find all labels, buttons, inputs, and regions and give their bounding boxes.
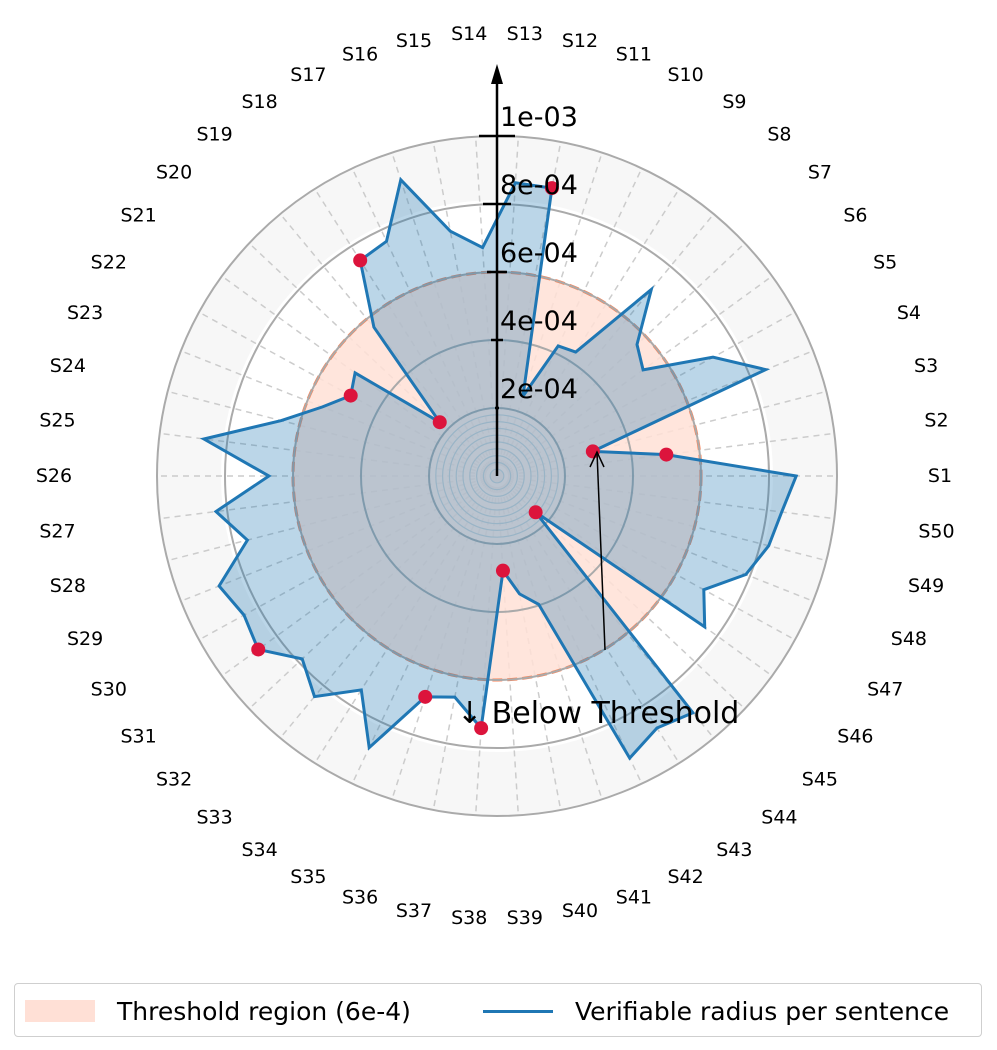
category-label-s19: S19 bbox=[196, 124, 232, 146]
marker-s45 bbox=[528, 505, 543, 520]
marker-s31 bbox=[251, 642, 266, 657]
annotation: ↓ Below Threshold bbox=[457, 450, 739, 731]
category-label-s13: S13 bbox=[507, 23, 543, 45]
category-label-s34: S34 bbox=[241, 839, 277, 861]
category-label-s27: S27 bbox=[39, 521, 75, 543]
category-label-s3: S3 bbox=[914, 355, 938, 377]
category-label-s22: S22 bbox=[91, 252, 127, 274]
legend-swatch-threshold bbox=[25, 1000, 95, 1022]
category-label-s32: S32 bbox=[156, 768, 192, 790]
category-label-s49: S49 bbox=[908, 575, 944, 597]
category-label-s5: S5 bbox=[873, 252, 897, 274]
below-threshold-markers bbox=[251, 181, 674, 736]
category-label-s16: S16 bbox=[342, 44, 378, 66]
legend-label-series: Verifiable radius per sentence bbox=[575, 996, 950, 1026]
legend: Threshold region (6e-4) Verifiable radiu… bbox=[14, 983, 982, 1037]
legend-entry-series: Verifiable radius per sentence bbox=[483, 984, 949, 1038]
marker-s18 bbox=[353, 253, 368, 268]
radial-tick-label-2: 4e-04 bbox=[500, 306, 578, 337]
annotation-label: ↓ Below Threshold bbox=[457, 696, 739, 731]
category-label-s4: S4 bbox=[897, 302, 921, 324]
radial-tick-label-4: 8e-04 bbox=[500, 170, 578, 201]
radial-tick-label-3: 6e-04 bbox=[500, 238, 578, 269]
marker-s36 bbox=[418, 689, 433, 704]
marker-s22 bbox=[343, 388, 358, 403]
marker-s12 bbox=[544, 181, 559, 196]
radial-axis bbox=[479, 64, 515, 476]
category-label-s37: S37 bbox=[396, 900, 432, 922]
legend-entry-threshold: Threshold region (6e-4) bbox=[25, 984, 411, 1038]
legend-label-threshold: Threshold region (6e-4) bbox=[117, 996, 411, 1026]
category-label-s25: S25 bbox=[39, 410, 75, 432]
category-label-s30: S30 bbox=[91, 678, 127, 700]
category-label-s24: S24 bbox=[50, 355, 86, 377]
category-label-s15: S15 bbox=[396, 30, 432, 52]
category-label-s33: S33 bbox=[196, 806, 232, 828]
radial-tick-label-5: 1e-03 bbox=[500, 102, 578, 133]
category-label-s42: S42 bbox=[667, 866, 703, 888]
category-label-s20: S20 bbox=[156, 162, 192, 184]
category-label-s9: S9 bbox=[722, 91, 746, 113]
category-label-s40: S40 bbox=[562, 900, 598, 922]
category-label-s18: S18 bbox=[241, 91, 277, 113]
series-area bbox=[199, 176, 799, 761]
category-label-s26: S26 bbox=[36, 465, 72, 487]
category-label-s43: S43 bbox=[716, 839, 752, 861]
category-label-s1: S1 bbox=[928, 465, 952, 487]
category-label-s50: S50 bbox=[918, 521, 954, 543]
category-label-s38: S38 bbox=[451, 907, 487, 929]
marker-s38 bbox=[474, 721, 489, 736]
marker-s39 bbox=[495, 563, 510, 578]
annotation-arrow-head bbox=[589, 450, 605, 468]
category-label-s23: S23 bbox=[67, 302, 103, 324]
series-polygon-1 bbox=[199, 176, 799, 761]
category-label-s39: S39 bbox=[507, 907, 543, 929]
category-label-s31: S31 bbox=[120, 725, 156, 747]
legend-swatch-series bbox=[483, 1009, 553, 1013]
radial-axis-arrow bbox=[491, 64, 503, 84]
category-label-s36: S36 bbox=[342, 886, 378, 908]
category-label-s7: S7 bbox=[808, 162, 832, 184]
category-label-s17: S17 bbox=[290, 64, 326, 86]
marker-s20 bbox=[432, 415, 447, 430]
category-label-s45: S45 bbox=[802, 768, 838, 790]
category-label-s8: S8 bbox=[767, 124, 791, 146]
annotation-arrow-line bbox=[596, 451, 606, 651]
category-label-s44: S44 bbox=[761, 806, 797, 828]
category-label-s14: S14 bbox=[451, 23, 487, 45]
category-label-s46: S46 bbox=[837, 725, 873, 747]
marker-s2 bbox=[659, 447, 674, 462]
category-label-s47: S47 bbox=[867, 678, 903, 700]
radial-tick-label-1: 2e-04 bbox=[500, 374, 578, 405]
category-label-s35: S35 bbox=[290, 866, 326, 888]
category-label-s48: S48 bbox=[891, 628, 927, 650]
category-labels: S1 S2 S3 S4 S5 S6 S7 S8 S9 S10 S11 S12 S13 S14 S15 S16 S… bbox=[36, 23, 955, 929]
category-label-s12: S12 bbox=[562, 30, 598, 52]
category-label-s41: S41 bbox=[616, 886, 652, 908]
category-label-s11: S11 bbox=[616, 44, 652, 66]
category-label-s10: S10 bbox=[667, 64, 703, 86]
category-label-s28: S28 bbox=[50, 575, 86, 597]
category-label-s6: S6 bbox=[843, 205, 867, 227]
category-label-s2: S2 bbox=[924, 410, 948, 432]
category-label-s29: S29 bbox=[67, 628, 103, 650]
radial-tick-labels: 2e-04 4e-04 6e-04 8e-04 1e-03 bbox=[500, 102, 578, 405]
category-label-s21: S21 bbox=[120, 205, 156, 227]
